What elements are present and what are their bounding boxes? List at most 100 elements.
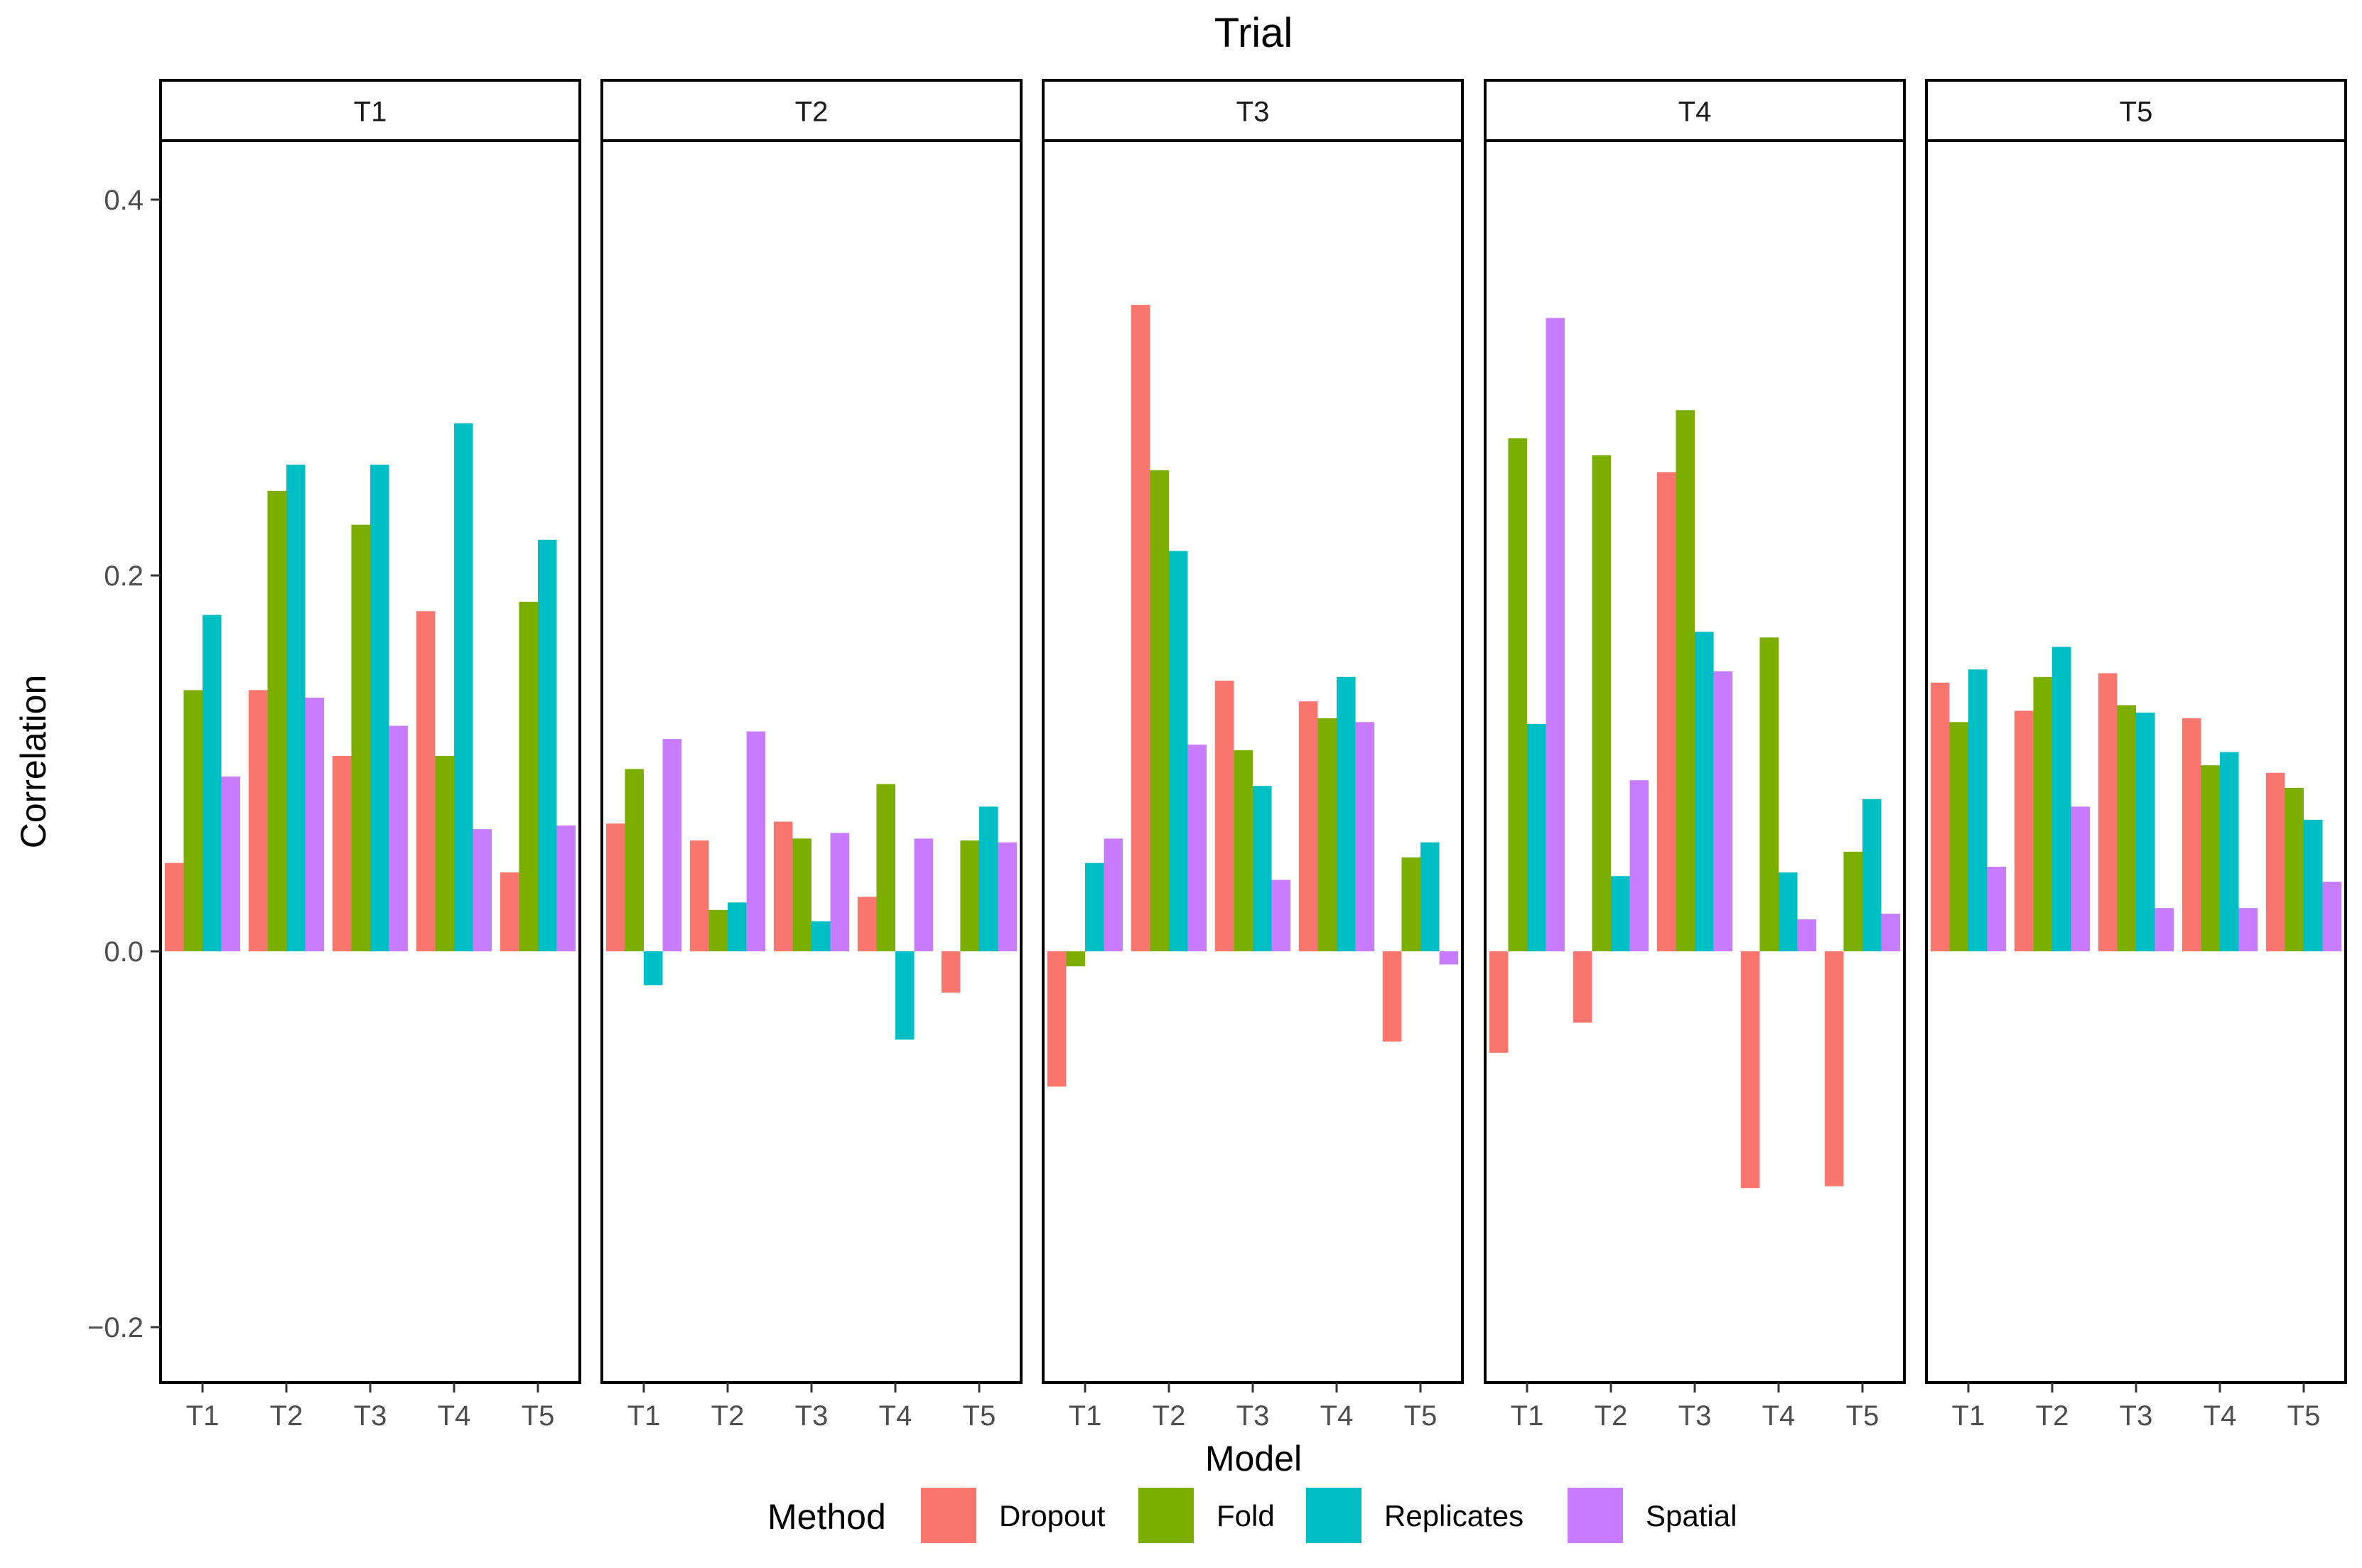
legend: Method Dropout Fold Replicates Spatial — [767, 1488, 1737, 1543]
x-tick-label: T4 — [438, 1400, 471, 1432]
bar-t5-t1-replicates — [1968, 669, 1988, 951]
legend-label-fold: Fold — [1217, 1499, 1275, 1532]
facet-strip-label: T2 — [795, 97, 829, 128]
x-tick-label: T5 — [1846, 1400, 1880, 1432]
legend-label-spatial: Spatial — [1646, 1499, 1737, 1532]
bar-t2-t3-fold — [792, 838, 811, 951]
x-tick-label: T3 — [1678, 1400, 1712, 1432]
x-tick-label: T1 — [1952, 1400, 1985, 1432]
bar-t2-t5-dropout — [941, 951, 961, 993]
x-tick-label: T1 — [627, 1400, 661, 1432]
bar-t5-t3-spatial — [2155, 908, 2174, 951]
bar-t1-t1-fold — [183, 690, 203, 952]
legend-key-dropout — [921, 1488, 976, 1543]
bar-t3-t5-replicates — [1420, 842, 1440, 951]
bar-t5-t2-dropout — [2014, 710, 2034, 951]
x-tick-label: T4 — [1320, 1400, 1354, 1432]
bar-t3-t4-replicates — [1337, 676, 1356, 951]
y-tick-label: 0.2 — [104, 561, 144, 592]
bar-t2-t1-replicates — [644, 951, 663, 985]
bar-t5-t1-dropout — [1930, 682, 1950, 951]
bar-t2-t4-dropout — [857, 897, 877, 951]
facet-strip-label: T4 — [1678, 97, 1712, 128]
chart-title: Trial — [1214, 10, 1293, 56]
bar-t1-t5-replicates — [538, 539, 557, 951]
legend-key-fold — [1138, 1488, 1194, 1543]
bar-t2-t3-spatial — [830, 833, 850, 951]
facet-panel-t4: T4 T1 T2 T3 T4 T5 — [1484, 79, 1906, 1432]
bar-t4-t4-dropout — [1740, 951, 1760, 1189]
x-tick-label: T5 — [963, 1400, 996, 1432]
bar-t4-t3-fold — [1676, 410, 1695, 951]
bar-t5-t1-spatial — [1987, 866, 2007, 951]
x-tick-label: T5 — [2287, 1400, 2321, 1432]
bar-t1-t2-dropout — [248, 690, 268, 952]
bar-t1-t1-dropout — [164, 863, 184, 951]
bar-t4-t5-replicates — [1862, 799, 1882, 952]
bar-t2-t2-spatial — [746, 731, 766, 951]
facet-strip — [1484, 79, 1906, 142]
bar-t4-t1-replicates — [1527, 723, 1546, 951]
bar-t4-t1-spatial — [1546, 318, 1565, 951]
x-tick-label: T3 — [795, 1400, 829, 1432]
bar-t3-t3-fold — [1234, 750, 1253, 951]
bar-t3-t5-spatial — [1439, 951, 1459, 965]
x-tick-label: T1 — [186, 1400, 220, 1432]
x-tick-label: T4 — [2204, 1400, 2237, 1432]
x-tick-label: T2 — [2036, 1400, 2069, 1432]
bar-t3-t1-fold — [1066, 951, 1085, 967]
bar-t4-t1-fold — [1508, 438, 1527, 951]
bar-t3-t1-replicates — [1085, 863, 1104, 951]
facet-panel-t2: T2 T1 T2 T3 T4 T5 — [600, 79, 1023, 1432]
bar-t4-t4-replicates — [1779, 872, 1798, 951]
bar-t2-t5-replicates — [979, 806, 998, 951]
bar-t5-t4-replicates — [2220, 752, 2239, 951]
x-tick-label: T3 — [1236, 1400, 1270, 1432]
bar-t4-t5-fold — [1843, 851, 1862, 952]
facet-strip-label: T3 — [1236, 97, 1270, 128]
bar-t5-t1-fold — [1949, 722, 1968, 951]
bar-t1-t1-spatial — [221, 777, 241, 951]
bar-t3-t4-fold — [1317, 718, 1337, 951]
bar-t3-t2-fold — [1150, 470, 1169, 951]
bar-t5-t2-spatial — [2071, 806, 2091, 951]
y-tick-label: −0.2 — [87, 1312, 144, 1343]
bar-t3-t3-replicates — [1253, 786, 1272, 951]
y-tick-label: 0.4 — [104, 185, 144, 216]
bar-t5-t4-dropout — [2182, 718, 2201, 951]
bar-t3-t5-dropout — [1382, 951, 1402, 1042]
bar-t3-t3-dropout — [1214, 681, 1234, 951]
facet-strip — [1042, 79, 1464, 142]
bar-t5-t4-spatial — [2238, 908, 2258, 951]
facet-strip-label: T1 — [354, 97, 387, 128]
x-tick-label: T1 — [1069, 1400, 1102, 1432]
bar-t5-t2-fold — [2033, 676, 2052, 951]
bar-t5-t5-spatial — [2322, 882, 2342, 951]
bar-t3-t2-replicates — [1169, 551, 1188, 951]
bar-t4-t1-dropout — [1489, 951, 1509, 1053]
bar-t3-t2-spatial — [1187, 745, 1207, 951]
bar-t4-t4-fold — [1759, 637, 1779, 951]
bar-t1-t2-spatial — [305, 697, 325, 951]
bar-t5-t4-fold — [2201, 765, 2220, 951]
x-tick-label: T2 — [1595, 1400, 1628, 1432]
bar-t5-t5-dropout — [2265, 772, 2285, 951]
bar-t2-t2-replicates — [728, 902, 747, 951]
y-axis: −0.2 0.0 0.2 0.4 — [87, 185, 161, 1343]
legend-label-replicates: Replicates — [1384, 1499, 1524, 1532]
bar-t2-t3-dropout — [773, 821, 793, 951]
x-tick-label: T5 — [522, 1400, 555, 1432]
legend-key-spatial — [1568, 1488, 1623, 1543]
bar-t3-t2-dropout — [1131, 305, 1150, 951]
bar-t1-t4-dropout — [416, 611, 436, 951]
bar-t1-t5-dropout — [500, 872, 519, 951]
facet-panel-t3: T3 T1 T2 T3 T4 T5 — [1042, 79, 1464, 1432]
bar-t5-t5-replicates — [2304, 819, 2323, 951]
bar-t5-t3-fold — [2117, 705, 2136, 951]
bar-t1-t3-spatial — [389, 725, 409, 951]
bar-t4-t3-dropout — [1656, 472, 1676, 951]
bar-t5-t3-dropout — [2098, 673, 2118, 951]
bar-t1-t2-replicates — [286, 464, 306, 951]
legend-label-dropout: Dropout — [999, 1499, 1106, 1532]
